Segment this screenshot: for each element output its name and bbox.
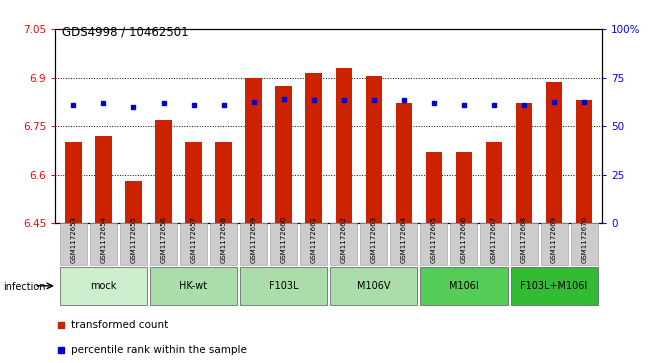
Text: GSM1172654: GSM1172654 xyxy=(100,216,106,263)
Text: mock: mock xyxy=(90,281,117,291)
Bar xyxy=(60,223,87,265)
Bar xyxy=(366,76,382,223)
Bar xyxy=(270,223,298,265)
Bar xyxy=(510,223,538,265)
Bar xyxy=(571,223,598,265)
Text: GSM1172656: GSM1172656 xyxy=(161,216,167,263)
Bar xyxy=(510,267,598,305)
Bar xyxy=(186,142,202,223)
Text: GSM1172658: GSM1172658 xyxy=(221,216,227,263)
Bar xyxy=(480,223,508,265)
Text: GSM1172664: GSM1172664 xyxy=(401,216,407,263)
Bar xyxy=(150,223,177,265)
Bar xyxy=(421,267,508,305)
Bar xyxy=(155,120,172,223)
Text: M106V: M106V xyxy=(357,281,391,291)
Bar xyxy=(456,152,472,223)
Bar xyxy=(125,181,142,223)
Text: GSM1172666: GSM1172666 xyxy=(461,216,467,263)
Bar xyxy=(426,152,442,223)
Text: GSM1172667: GSM1172667 xyxy=(491,216,497,263)
Text: GSM1172661: GSM1172661 xyxy=(311,216,317,263)
Text: GSM1172669: GSM1172669 xyxy=(551,216,557,263)
Bar xyxy=(391,223,417,265)
Text: F103L: F103L xyxy=(269,281,298,291)
Text: GSM1172653: GSM1172653 xyxy=(70,216,76,263)
Bar xyxy=(576,100,592,223)
Text: GSM1172657: GSM1172657 xyxy=(191,216,197,263)
Text: GSM1172670: GSM1172670 xyxy=(581,216,587,263)
Bar xyxy=(210,223,237,265)
Text: GSM1172665: GSM1172665 xyxy=(431,216,437,263)
Text: F103L+M106I: F103L+M106I xyxy=(521,281,588,291)
Text: GSM1172663: GSM1172663 xyxy=(371,216,377,263)
Bar xyxy=(450,223,477,265)
Bar xyxy=(245,78,262,223)
Bar xyxy=(330,267,417,305)
Bar xyxy=(95,136,112,223)
Bar xyxy=(396,103,412,223)
Text: GSM1172668: GSM1172668 xyxy=(521,216,527,263)
Bar xyxy=(120,223,147,265)
Bar xyxy=(335,68,352,223)
Text: GSM1172655: GSM1172655 xyxy=(130,216,137,263)
Bar xyxy=(300,223,327,265)
Bar xyxy=(275,86,292,223)
Bar xyxy=(516,103,533,223)
Text: GSM1172659: GSM1172659 xyxy=(251,216,256,263)
Bar xyxy=(421,223,447,265)
Bar xyxy=(150,267,237,305)
Bar xyxy=(330,223,357,265)
Bar xyxy=(546,82,562,223)
Bar xyxy=(486,142,503,223)
Text: GSM1172660: GSM1172660 xyxy=(281,216,286,263)
Text: GDS4998 / 10462501: GDS4998 / 10462501 xyxy=(62,25,189,38)
Bar xyxy=(305,73,322,223)
Bar xyxy=(65,142,81,223)
Bar xyxy=(240,223,267,265)
Text: GSM1172662: GSM1172662 xyxy=(340,216,347,263)
Bar xyxy=(180,223,207,265)
Bar xyxy=(60,267,147,305)
Bar xyxy=(90,223,117,265)
Bar xyxy=(215,142,232,223)
Text: percentile rank within the sample: percentile rank within the sample xyxy=(71,345,247,355)
Text: HK-wt: HK-wt xyxy=(180,281,208,291)
Bar xyxy=(240,267,327,305)
Bar xyxy=(360,223,387,265)
Text: infection: infection xyxy=(3,282,46,292)
Text: transformed count: transformed count xyxy=(71,321,168,330)
Text: M106I: M106I xyxy=(449,281,479,291)
Bar xyxy=(540,223,568,265)
